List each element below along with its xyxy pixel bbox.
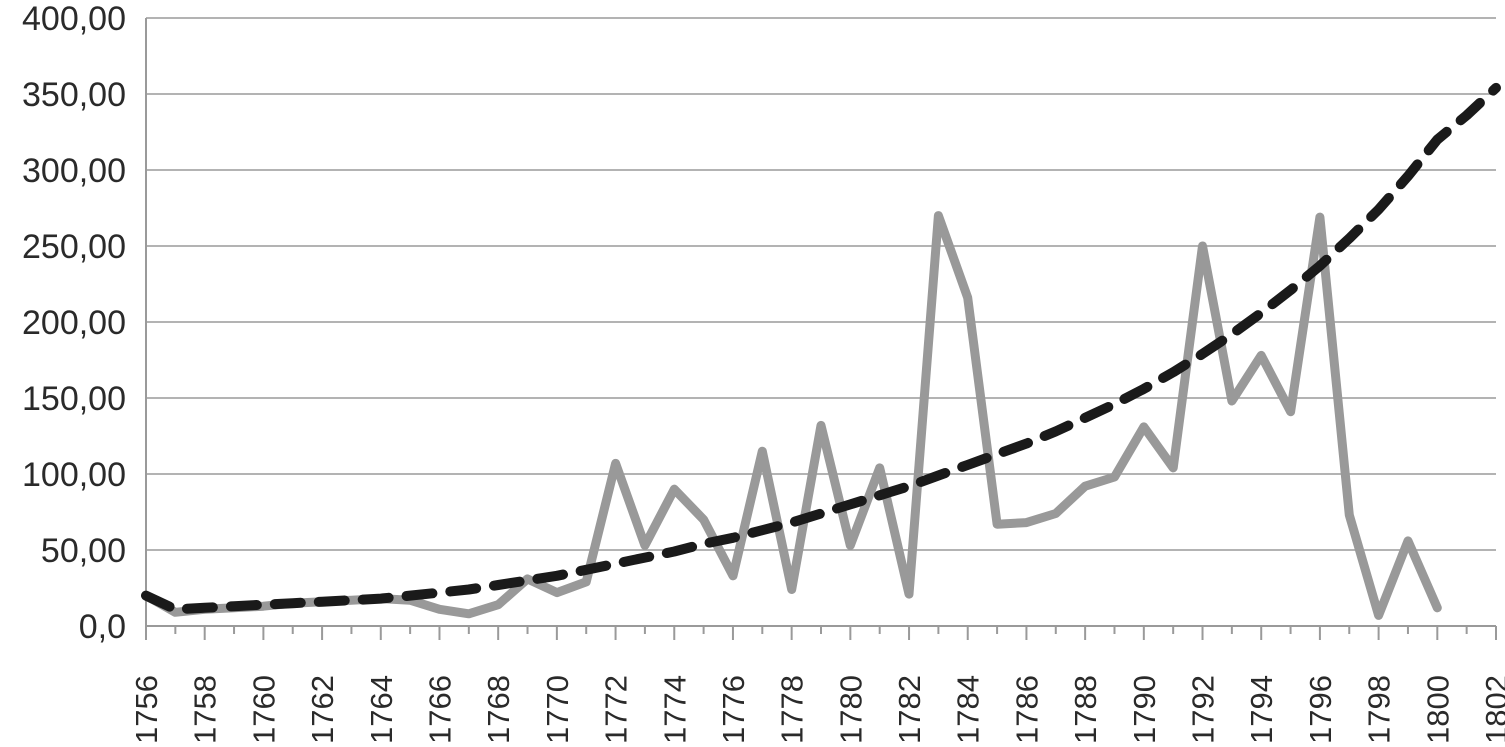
data-line-series	[141, 211, 1442, 620]
x-tick-label: 1788	[1068, 675, 1103, 744]
x-tick-label: 1784	[951, 675, 986, 744]
y-tick-label: 400,00	[22, 0, 126, 38]
x-tick-label: 1796	[1303, 675, 1338, 744]
y-tick-label: 150,00	[22, 380, 126, 418]
y-tick-label: 250,00	[22, 228, 126, 266]
x-tick-label: 1802	[1479, 675, 1505, 744]
x-tick-label: 1758	[188, 675, 223, 744]
y-tick-label: 50,00	[41, 532, 126, 570]
y-tick-label: 100,00	[22, 456, 126, 494]
x-tick-label: 1772	[599, 675, 634, 744]
x-tick-label: 1760	[246, 675, 281, 744]
axes	[145, 18, 1497, 640]
trend-line-dashed	[141, 82, 1501, 615]
y-tick-label: 0,0	[79, 608, 126, 646]
x-tick-label: 1774	[657, 675, 692, 744]
y-tick-label: 200,00	[22, 304, 126, 342]
x-tick-label: 1798	[1362, 675, 1397, 744]
x-tick-label: 1794	[1244, 675, 1279, 744]
x-tick-label: 1764	[364, 675, 399, 744]
x-tick-label: 1768	[481, 675, 516, 744]
gridlines	[146, 17, 1496, 627]
x-tick-label: 1786	[1009, 675, 1044, 744]
y-tick-labels: 0,0 50,00 100,00 150,00 200,00 250,00 300,00 35…	[22, 0, 126, 646]
x-tick-label: 1778	[775, 675, 810, 744]
x-tick-labels: 1756 1758 1760 1762 1764 1766 1768 1770 1772 1774…	[129, 675, 1505, 744]
x-tick-label: 1766	[422, 675, 457, 744]
x-tick-label: 1762	[305, 675, 340, 744]
x-tick-label: 1776	[716, 675, 751, 744]
series-lines	[141, 82, 1501, 620]
x-tick-label: 1782	[892, 675, 927, 744]
x-tick-label: 1770	[540, 675, 575, 744]
x-tick-label: 1792	[1186, 675, 1221, 744]
x-tick-label: 1780	[833, 675, 868, 744]
y-tick-label: 300,00	[22, 152, 126, 190]
y-tick-label: 350,00	[22, 76, 126, 114]
x-tick-label: 1790	[1127, 675, 1162, 744]
x-tick-label: 1756	[129, 675, 164, 744]
x-tick-label: 1800	[1420, 675, 1455, 744]
